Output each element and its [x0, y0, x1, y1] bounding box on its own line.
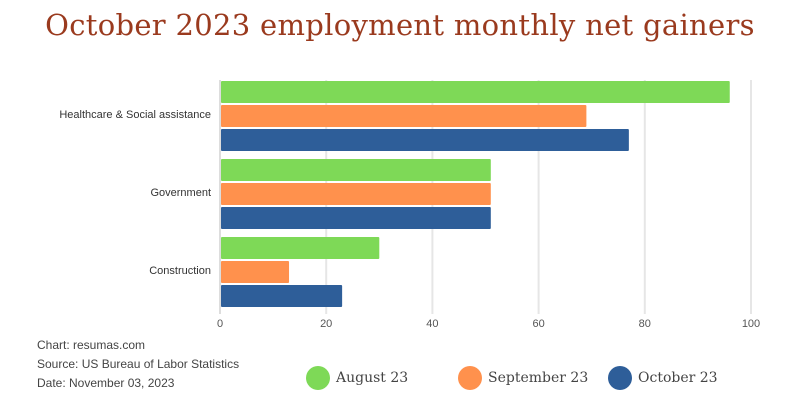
x-tick-label: 100: [742, 318, 760, 330]
bar: [221, 183, 491, 205]
chart-credit: Chart: resumas.com: [37, 338, 146, 352]
date-note: Date: November 03, 2023: [37, 376, 175, 390]
bar: [221, 105, 587, 127]
bar: [221, 159, 491, 181]
bar: [221, 237, 380, 259]
x-tick-label: 0: [217, 318, 223, 330]
source-note: Source: US Bureau of Labor Statistics: [37, 357, 240, 371]
bar: [221, 129, 629, 151]
category-label: Government: [150, 187, 211, 199]
legend-item-august: August 23: [306, 366, 408, 390]
x-tick-label: 40: [426, 318, 438, 330]
legend-swatch: [306, 366, 330, 390]
category-label: Construction: [149, 265, 211, 277]
legend-label: August 23: [336, 370, 409, 386]
legend-label: October 23: [638, 370, 718, 386]
bar: [221, 285, 343, 307]
bar: [221, 81, 730, 103]
x-tick-label: 20: [320, 318, 332, 330]
chart-title: October 2023 employment monthly net gain…: [45, 8, 755, 42]
bar: [221, 207, 491, 229]
legend-label: September 23: [488, 370, 589, 386]
x-tick-label: 60: [532, 318, 544, 330]
legend-item-september: September 23: [458, 366, 588, 390]
legend-swatch: [458, 366, 482, 390]
x-tick-label: 80: [639, 318, 651, 330]
bar: [221, 261, 290, 283]
legend-item-october: October 23: [608, 366, 718, 390]
legend-swatch: [608, 366, 632, 390]
category-label: Healthcare & Social assistance: [59, 109, 211, 121]
